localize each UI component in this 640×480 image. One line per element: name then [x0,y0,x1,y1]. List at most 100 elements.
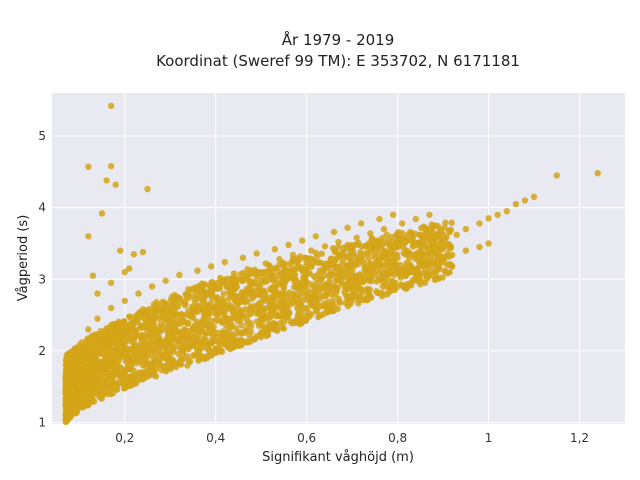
data-point [282,314,289,321]
data-point [144,341,151,349]
data-point [330,302,338,310]
data-point [365,249,372,257]
data-point [209,290,216,297]
data-point [148,283,156,290]
data-point [194,336,201,343]
data-point [157,337,165,345]
data-point [137,375,145,382]
data-point [189,324,197,332]
data-point [430,257,438,264]
x-axis-label: Signifikant våghöjd (m) [262,450,414,465]
data-point [394,266,401,273]
data-point [212,316,219,324]
data-point [199,328,207,336]
data-point [155,315,162,322]
x-tick-label: 0,2 [115,431,134,445]
data-point [202,289,209,296]
data-point [310,273,318,280]
data-point [158,308,166,315]
data-point [280,297,288,304]
data-point [195,357,202,364]
data-point [395,228,402,236]
data-point [430,241,438,249]
data-point [89,365,97,373]
data-point [107,304,115,312]
data-point [334,284,341,291]
data-point [98,358,106,365]
y-axis-ticks: 1 2 3 4 5 [38,129,46,430]
data-point [317,292,325,299]
data-point [271,245,279,253]
data-point [357,248,364,256]
data-point [243,326,250,333]
data-point [160,352,167,360]
data-point [130,339,138,346]
data-point [339,260,346,267]
data-point [354,241,361,248]
data-point [288,297,296,305]
data-point [175,350,182,358]
data-point [353,234,360,241]
data-point [253,250,260,257]
data-point [462,247,470,254]
data-point [121,268,128,276]
data-point [128,359,136,367]
data-point [261,324,268,332]
data-point [227,281,234,288]
data-point [137,352,144,359]
data-point [176,329,183,336]
data-point [259,278,267,286]
data-point [385,268,392,276]
data-point [98,210,106,217]
data-point [136,341,144,349]
data-point [189,314,197,322]
data-point [553,172,560,179]
data-point [247,323,255,330]
data-point [436,243,443,250]
data-point [462,225,470,233]
data-point [226,301,233,309]
data-point [290,318,298,326]
data-point [408,251,415,258]
data-point [185,357,192,364]
data-point [133,316,140,323]
data-point [272,283,280,290]
data-point [180,319,188,326]
data-point [389,286,397,294]
data-point [366,242,374,249]
data-point [246,332,253,339]
data-point [233,292,240,300]
data-point [187,334,194,341]
data-point [354,294,361,301]
data-points [62,102,601,426]
data-point [251,288,258,296]
y-tick-label: 2 [38,344,46,358]
data-point [345,273,352,280]
data-point [255,322,263,329]
data-point [417,281,424,288]
data-point [261,297,268,304]
data-point [62,367,70,374]
data-point [218,300,226,307]
data-point [358,274,365,282]
data-point [476,243,483,251]
data-point [257,333,265,341]
data-point [385,258,392,265]
data-point [178,310,185,318]
data-point [258,314,265,322]
data-point [371,271,379,279]
data-point [312,287,319,294]
data-point [367,230,374,237]
data-point [281,272,288,279]
data-point [107,162,115,170]
data-point [269,295,276,302]
data-point [191,298,199,306]
data-point [215,345,222,352]
data-point [327,255,334,263]
data-point [439,254,447,261]
data-point [301,254,309,261]
data-point [366,292,373,300]
data-point [217,274,224,282]
data-point [424,272,431,280]
data-point [200,295,208,303]
